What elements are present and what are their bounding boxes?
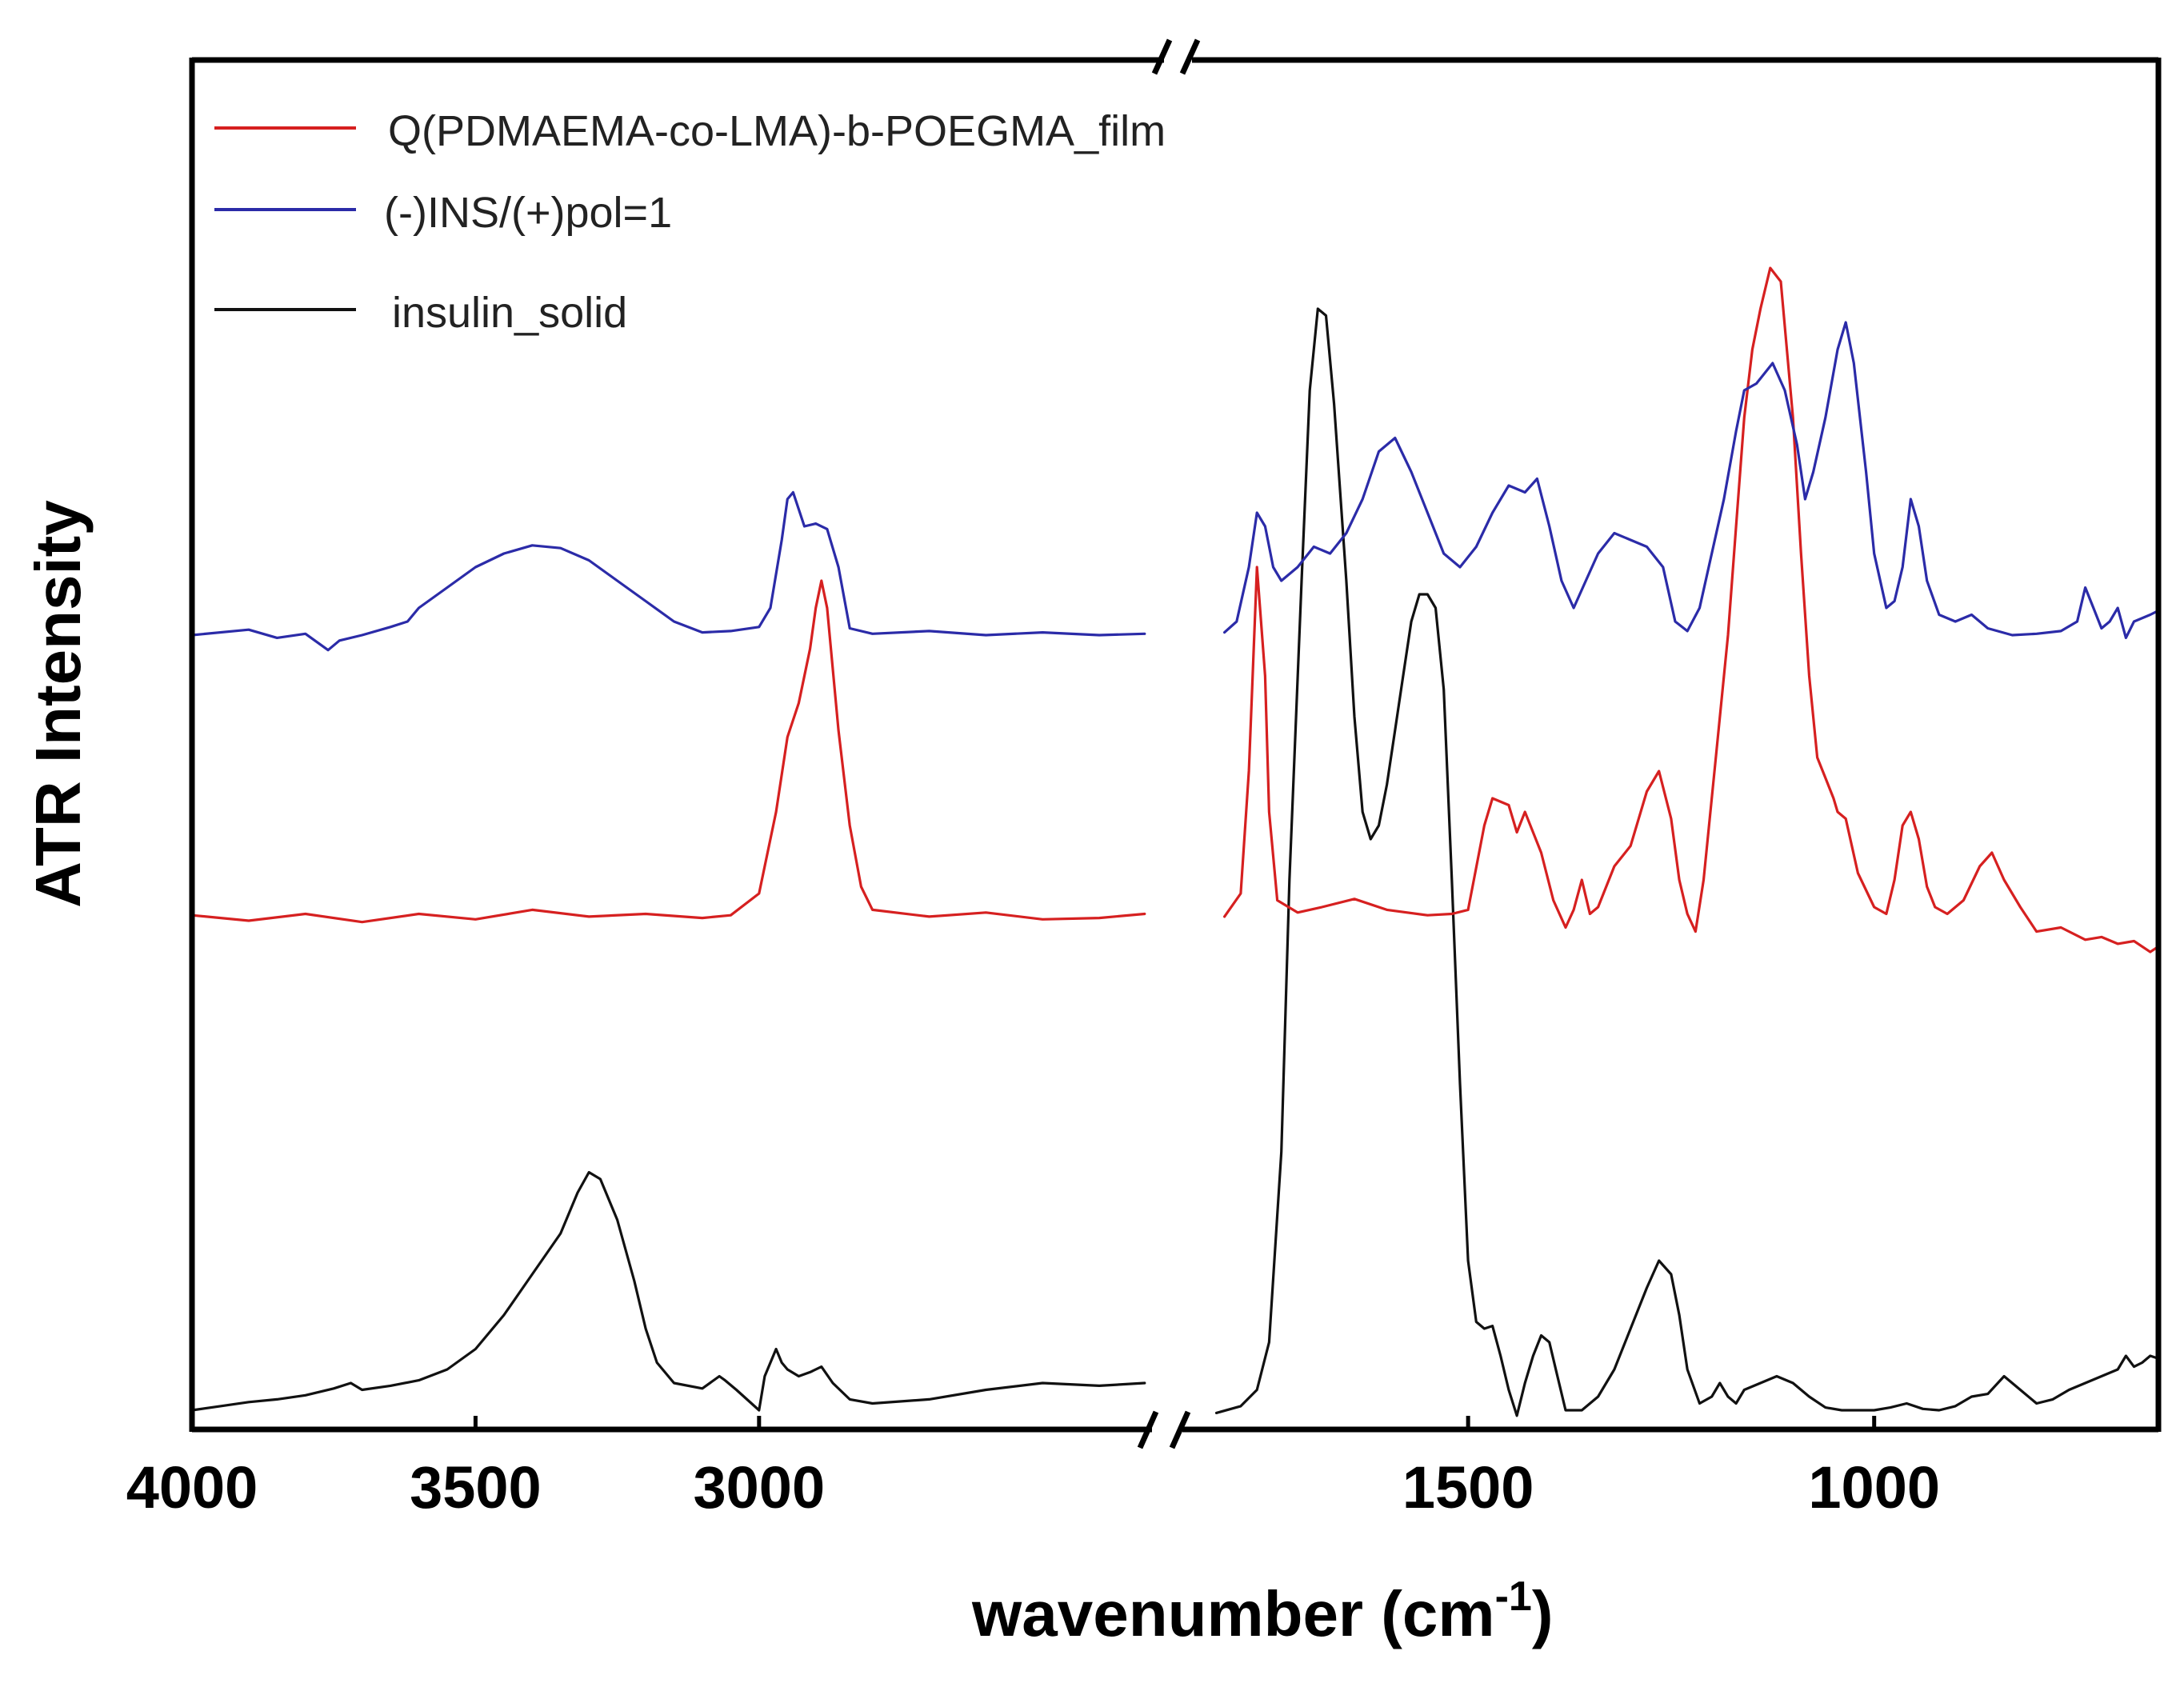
x-tick-label-1000: 1000 [1808, 1454, 1940, 1521]
series-line-insulin-solid [190, 307, 2160, 1417]
plot-frame [189, 38, 2162, 1449]
series-line-polymer-film [190, 266, 2160, 953]
plot-series-group [190, 266, 2160, 1417]
series-line-ins-pol [190, 321, 2160, 652]
x-tick-label-3000: 3000 [694, 1454, 826, 1521]
x-tick-label-4000: 4000 [126, 1454, 258, 1521]
axis-break-top-mark-1 [1151, 38, 1173, 75]
legend-label-insulin-solid: insulin_solid [392, 289, 627, 337]
legend-label-polymer-film: Q(PDMAEMA-co-LMA)-b-POEGMA_film [388, 107, 1166, 155]
x-ticks-group: 4000 3500 3000 1500 1000 [126, 1416, 1940, 1521]
axis-break-bottom-mark-1 [1137, 1410, 1159, 1449]
x-axis-title: wavenumber (cm-1) [971, 1573, 1553, 1649]
legend-label-ins-pol: (-)INS/(+)pol=1 [384, 189, 672, 237]
x-tick-label-3500: 3500 [410, 1454, 542, 1521]
x-tick-label-1500: 1500 [1402, 1454, 1534, 1521]
axis-break-top-mark-2 [1179, 38, 1201, 75]
y-axis-title: ATR Intensity [22, 500, 94, 908]
legend: Q(PDMAEMA-co-LMA)-b-POEGMA_film (-)INS/(… [214, 107, 1166, 337]
axis-break-bottom-mark-2 [1169, 1410, 1191, 1449]
